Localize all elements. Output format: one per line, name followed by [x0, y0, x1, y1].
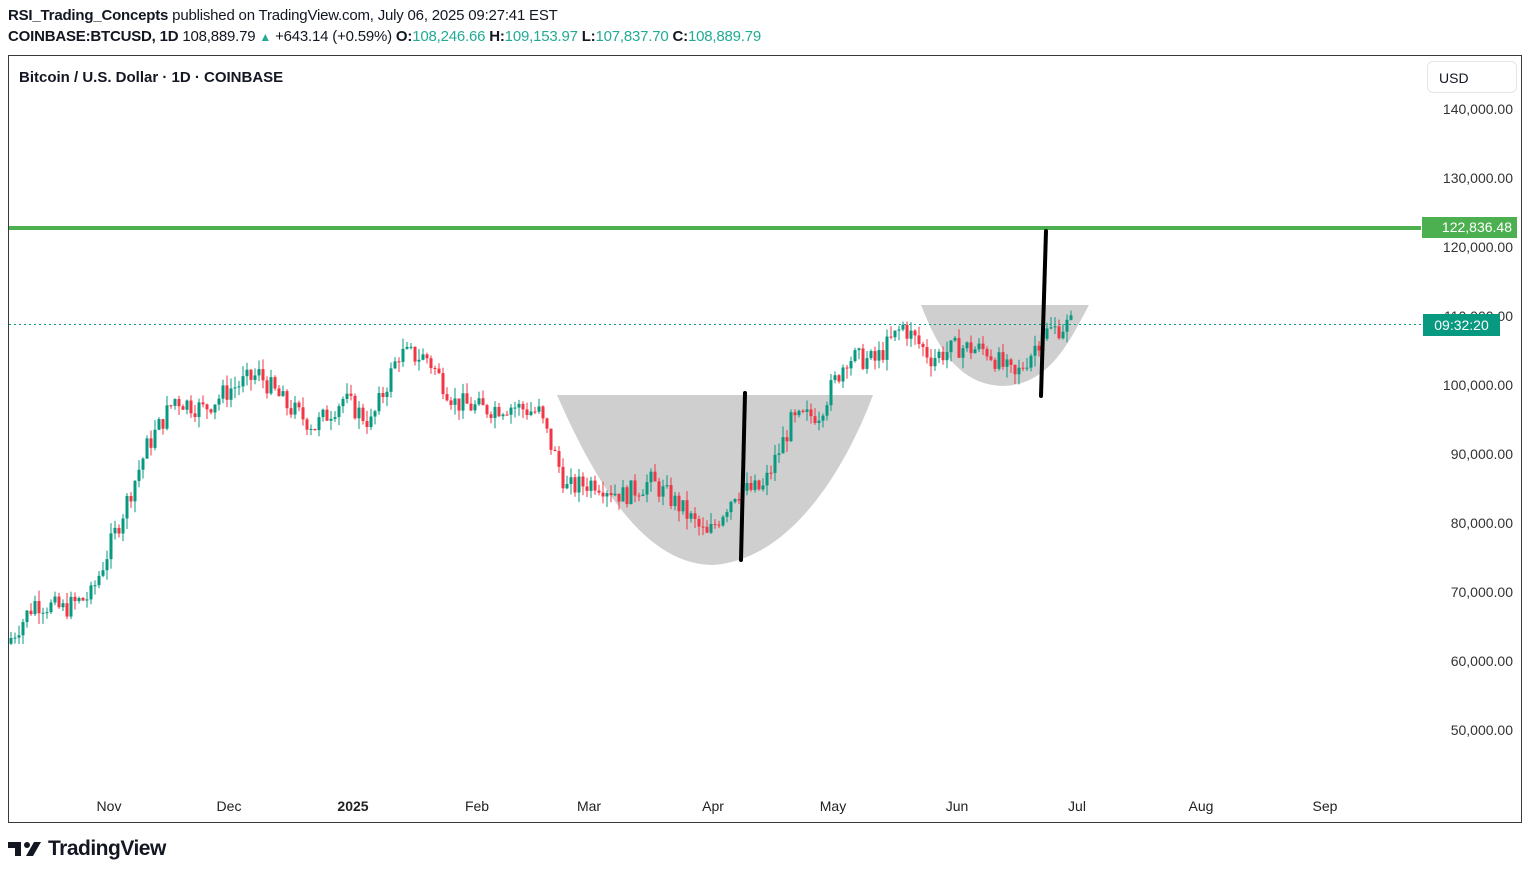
price-tick: 130,000.00: [1442, 170, 1513, 186]
price-tick: 100,000.00: [1442, 377, 1513, 393]
price-tick: 140,000.00: [1442, 101, 1513, 117]
cup-depth-line[interactable]: [739, 391, 747, 562]
time-tick: Nov: [96, 798, 122, 814]
chart-frame: [8, 55, 1522, 823]
price-tick: 80,000.00: [1450, 515, 1513, 531]
time-tick: Mar: [576, 798, 602, 814]
low-value: 107,837.70: [595, 28, 669, 45]
target-projection-line[interactable]: [1039, 229, 1048, 398]
time-tick: May: [819, 798, 847, 814]
open-value: 108,246.66: [412, 28, 486, 45]
close-label: C:: [672, 28, 689, 45]
large-cup-shape: [557, 395, 873, 565]
price-tick: 60,000.00: [1450, 653, 1513, 669]
publish-info: RSI_Trading_Concepts published on Tradin…: [8, 7, 558, 24]
low-label: L:: [581, 28, 596, 45]
chart-title: Bitcoin / U.S. Dollar · 1D · COINBASE: [19, 69, 284, 86]
bar-countdown-label: 09:32:20: [1423, 314, 1500, 336]
price-tick: 70,000.00: [1450, 584, 1513, 600]
small-cup-shape: [921, 305, 1089, 386]
published-text: published on TradingView.com, July 06, 2…: [172, 7, 558, 24]
level-price-label: 122,836.48: [1422, 217, 1517, 238]
open-label: O:: [395, 28, 413, 45]
time-tick: Apr: [702, 798, 724, 814]
tradingview-logo-text: TradingView: [48, 837, 166, 860]
ohlc-bar: COINBASE:BTCUSD, 1D 108,889.79 ▲ +643.14…: [8, 28, 761, 45]
price-change: +643.14 (+0.59%): [275, 28, 392, 45]
time-tick: Aug: [1188, 798, 1214, 814]
time-tick: Jul: [1068, 798, 1086, 814]
price-tick: 50,000.00: [1450, 722, 1513, 738]
time-tick-year: 2025: [337, 798, 369, 814]
price-tick: 120,000.00: [1442, 239, 1513, 255]
time-tick: Feb: [464, 798, 490, 814]
price-tick: 90,000.00: [1450, 446, 1513, 462]
high-value: 109,153.97: [504, 28, 578, 45]
author-name[interactable]: RSI_Trading_Concepts: [8, 7, 169, 24]
high-label: H:: [489, 28, 505, 45]
tradingview-logo[interactable]: TradingView: [8, 837, 166, 861]
currency-selector[interactable]: USD: [1427, 61, 1517, 93]
time-tick: Dec: [216, 798, 242, 814]
up-arrow-icon: ▲: [259, 30, 272, 44]
candlestick-series: [9, 310, 1073, 646]
time-tick: Sep: [1312, 798, 1338, 814]
chart-canvas[interactable]: [9, 56, 1421, 796]
time-tick: Jun: [945, 798, 969, 814]
close-value: 108,889.79: [687, 28, 762, 45]
symbol-label: COINBASE:BTCUSD, 1D: [8, 28, 179, 45]
last-price: 108,889.79: [182, 28, 256, 45]
tradingview-logo-icon: [8, 842, 41, 856]
